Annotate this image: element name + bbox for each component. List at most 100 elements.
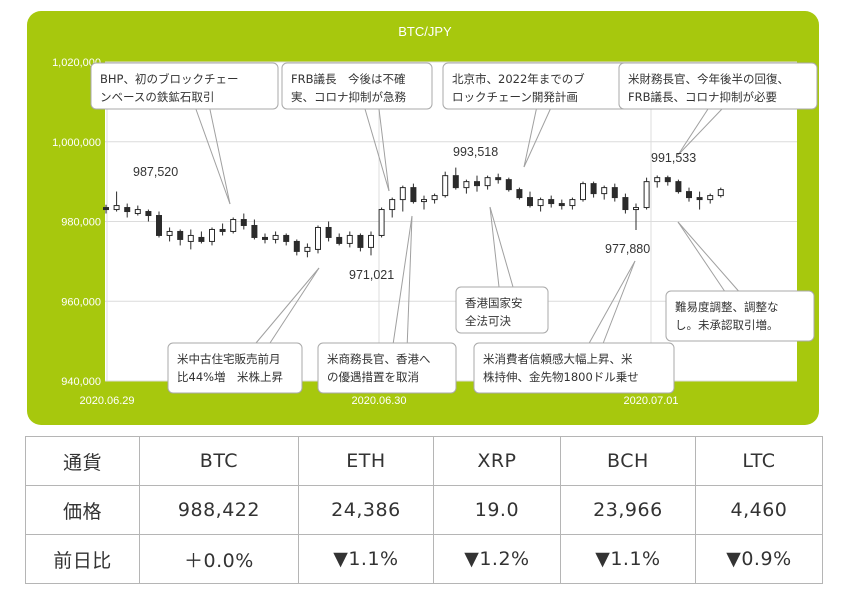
table-row: 価格 988,422 24,386 19.0 23,966 4,460 [25, 485, 824, 535]
candle-body-up [580, 183, 586, 201]
callout-text: 米財務長官、今年後半の回復、 [628, 72, 789, 86]
x-tick-label: 2020.07.01 [623, 395, 678, 407]
change-btc: ＋0.0% [138, 534, 299, 584]
candle-body-up [654, 177, 661, 183]
candle-body-down [103, 207, 109, 211]
chart-panel: BTC/JPY 940,000 960,000 980,000 1,000,000 1,… [27, 11, 819, 425]
candle-body-down [516, 189, 523, 199]
candle [601, 185, 608, 200]
callout-box [167, 342, 303, 394]
candle [209, 227, 215, 246]
candle [187, 229, 194, 250]
callout-text: 比44%増 米株上昇 [177, 370, 283, 384]
callout-text: 米中古住宅販売前月 [177, 352, 281, 366]
callout-pointer [195, 108, 231, 205]
candle [675, 179, 682, 194]
candle [569, 197, 576, 210]
header-cell-ltc: LTC [694, 436, 824, 486]
candle-body-down [474, 181, 480, 187]
callout-text: 実、コロナ抑制が急務 [291, 90, 406, 104]
candle-body-up [187, 234, 194, 242]
candle-body-up [431, 195, 438, 201]
y-tick-label: 940,000 [61, 376, 101, 388]
callout-text: 米消費者信頼感大幅上昇、米 [483, 352, 633, 366]
callout-text: FRB議長 今後は不確 [291, 72, 406, 86]
change-eth: ▼1.1% [297, 534, 434, 584]
x-tick-label: 2020.06.29 [79, 395, 134, 407]
candle-body-up [134, 209, 141, 215]
price-bch: 23,966 [559, 485, 696, 535]
candle [336, 233, 343, 246]
callout-pointer [209, 108, 231, 205]
callout-pointer [523, 108, 537, 168]
candle [124, 203, 131, 218]
candle-body-down [548, 199, 555, 205]
candle [240, 213, 247, 230]
candle-body-up [304, 246, 311, 252]
candle-body-up [442, 175, 449, 197]
candle-body-up [537, 199, 544, 207]
candle [378, 207, 385, 238]
row-label-change: 前日比 [25, 534, 140, 584]
candle [590, 181, 597, 198]
candle-body-up [421, 199, 427, 203]
y-tick-label: 1,000,000 [52, 137, 101, 149]
candle-body-up [569, 199, 576, 207]
candle [654, 175, 661, 188]
candle [580, 181, 586, 202]
y-tick-label: 1,020,000 [52, 57, 101, 69]
callout-pointer [406, 215, 413, 344]
header-cell-btc: BTC [138, 436, 299, 486]
candle-body-down [495, 177, 502, 181]
callout-pointer [677, 221, 739, 292]
callout-pointer [364, 108, 390, 192]
candle [134, 205, 141, 216]
callout-text: 米商務長官、香港へ [327, 352, 431, 366]
callout-box [90, 62, 279, 110]
callout-text: 株持伸、金先物1800ドル乗せ [483, 370, 639, 384]
candle-body-down [452, 175, 459, 189]
candle [452, 167, 459, 190]
callout-pointer [392, 215, 413, 344]
candle [696, 191, 703, 210]
row-label-price: 価格 [25, 485, 140, 535]
candle-body-up [717, 189, 724, 197]
x-tick-label: 2020.06.30 [351, 395, 406, 407]
callout-text: 北京市、2022年までのブ [452, 72, 585, 86]
candle-body-up [368, 234, 374, 248]
candle [484, 175, 491, 190]
table-row: 前日比 ＋0.0% ▼1.1% ▼1.2% ▼1.1% ▼0.9% [25, 534, 824, 584]
candle [315, 225, 321, 254]
data-label: 993,518 [453, 145, 498, 159]
candle-body-down [198, 236, 205, 242]
candle-body-down [219, 228, 226, 232]
header-cell-eth: ETH [297, 436, 434, 486]
callout-text: 難易度調整、調整な [675, 300, 779, 314]
annotation-callout: 米財務長官、今年後半の回復、 FRB議長、コロナ抑制が必要 [618, 62, 818, 110]
change-xrp: ▼1.2% [432, 534, 561, 584]
data-label: 977,880 [605, 242, 650, 256]
candle-body-down [177, 230, 184, 240]
candle [113, 191, 120, 212]
candle [622, 193, 629, 214]
candle-body-up [484, 177, 491, 187]
candle-body-down [357, 234, 364, 248]
callout-pointer [489, 206, 500, 288]
candle-body-down [410, 187, 417, 203]
candle [633, 203, 639, 230]
candle-body-up [209, 228, 215, 242]
candle [145, 209, 152, 222]
candle [198, 231, 205, 244]
candle [611, 183, 618, 202]
candle [410, 183, 417, 204]
candle [262, 233, 268, 244]
candle-body-up [399, 187, 406, 201]
price-table: 通貨 BTC ETH XRP BCH LTC 価格 988,422 24,386… [25, 436, 824, 584]
header-cell-xrp: XRP [432, 436, 561, 486]
candle [421, 195, 427, 210]
